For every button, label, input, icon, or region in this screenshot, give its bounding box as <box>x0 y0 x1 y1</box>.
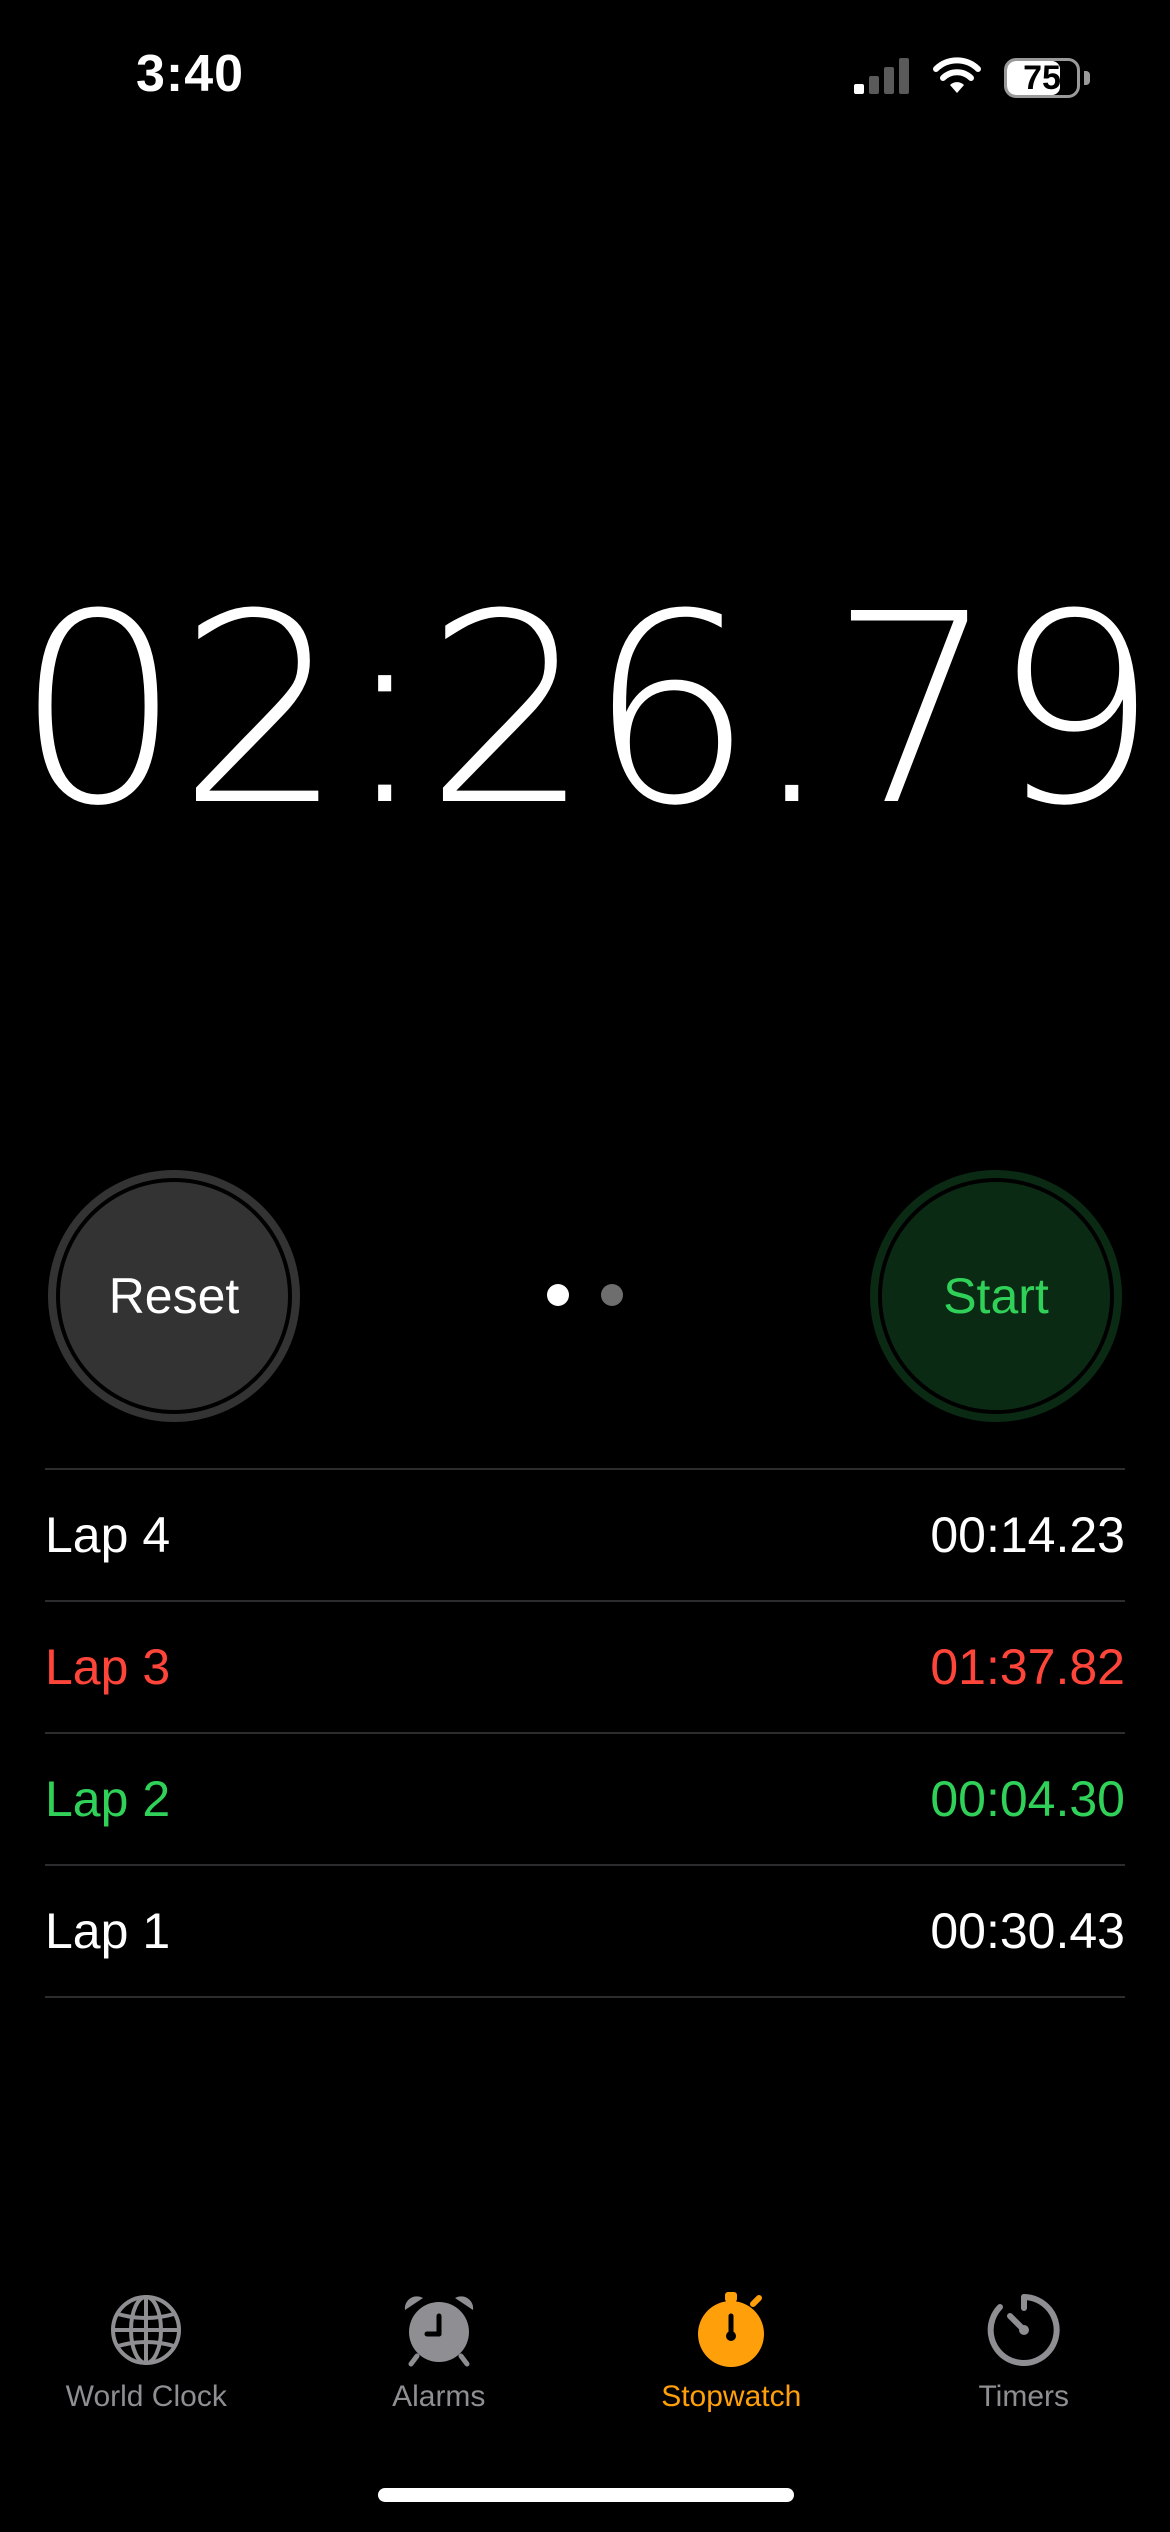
start-button[interactable]: Start <box>870 1170 1122 1422</box>
tab-label: World Clock <box>65 2380 227 2413</box>
lap-label: Lap 4 <box>45 1507 171 1563</box>
wifi-icon <box>932 56 982 100</box>
timer-icon <box>984 2290 1064 2370</box>
tab-alarms[interactable]: Alarms <box>293 2290 586 2440</box>
tab-label: Timers <box>978 2380 1070 2413</box>
tab-label: Stopwatch <box>661 2380 802 2413</box>
lap-row: Lap 3 01:37.82 <box>45 1602 1125 1734</box>
tab-world-clock[interactable]: World Clock <box>0 2290 293 2440</box>
lap-row: Lap 2 00:04.30 <box>45 1734 1125 1866</box>
globe-icon <box>106 2290 186 2370</box>
lap-row: Lap 1 00:30.43 <box>45 1866 1125 1998</box>
lap-label: Lap 2 <box>45 1771 171 1827</box>
battery-nub <box>1084 71 1090 85</box>
status-bar: 3:40 75 <box>0 0 1170 150</box>
battery-icon: 75 <box>1004 58 1080 98</box>
lap-label: Lap 1 <box>45 1903 171 1959</box>
tab-timers[interactable]: Timers <box>878 2290 1170 2440</box>
battery-level: 75 <box>1023 58 1061 97</box>
reset-button[interactable]: Reset <box>48 1170 300 1422</box>
alarm-clock-icon <box>399 2290 479 2370</box>
home-indicator[interactable] <box>378 2488 794 2502</box>
lap-time: 00:04.30 <box>930 1771 1125 1827</box>
page-indicator[interactable] <box>0 1284 1170 1306</box>
page-dot[interactable] <box>601 1284 623 1306</box>
stopwatch-icon <box>691 2290 771 2370</box>
lap-time: 01:37.82 <box>930 1639 1125 1695</box>
page-dot[interactable] <box>547 1284 569 1306</box>
lap-time: 00:14.23 <box>930 1507 1125 1563</box>
tab-bar: World Clock Alarms Stopwatch Timers <box>0 2290 1170 2440</box>
tab-stopwatch[interactable]: Stopwatch <box>585 2290 878 2440</box>
lap-row: Lap 4 00:14.23 <box>45 1470 1125 1602</box>
cellular-signal-icon <box>854 57 910 99</box>
stopwatch-time-display: 02:26.79 <box>15 558 1159 863</box>
start-button-label: Start <box>943 1268 1049 1324</box>
battery-fill <box>1007 61 1060 95</box>
laps-list: Lap 4 00:14.23 Lap 3 01:37.82 Lap 2 00:04.30 L… <box>45 1468 1125 1998</box>
lap-time: 00:30.43 <box>930 1903 1125 1959</box>
lap-label: Lap 3 <box>45 1639 171 1695</box>
status-icons: 75 <box>854 54 1090 102</box>
status-time: 3:40 <box>136 45 245 103</box>
tab-label: Alarms <box>392 2380 486 2413</box>
